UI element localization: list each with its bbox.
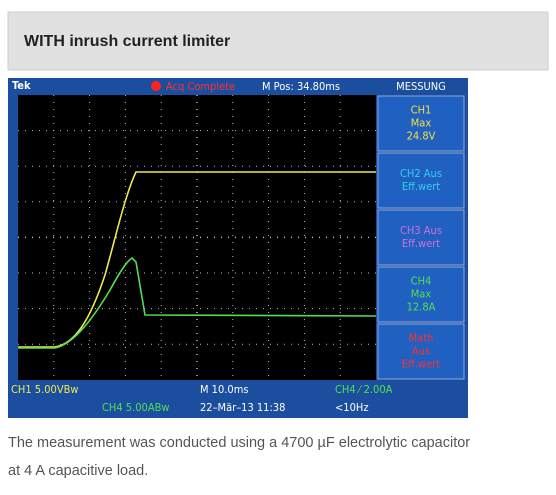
panel-box <box>377 95 465 152</box>
position: M Pos: 34.80ms <box>262 80 340 93</box>
caption-line: at 4 A capacitive load. <box>8 463 148 479</box>
footer-freq: <10Hz <box>335 401 369 414</box>
panel-text: Math <box>409 332 434 345</box>
brand: Tek <box>12 79 31 92</box>
footer-ch4: CH4 5.00ABw <box>102 401 169 414</box>
status-dot <box>151 81 161 91</box>
header-box <box>7 11 549 71</box>
panel-text: CH1 <box>411 104 432 117</box>
panel-text: 12.8A <box>407 301 436 314</box>
header-title: WITH inrush current limiter <box>24 33 230 50</box>
caption-line: The measurement was conducted using a 47… <box>8 435 470 451</box>
ch4-trace <box>18 256 377 349</box>
panel-text: Eff.wert <box>402 358 440 371</box>
panel-box <box>377 266 465 323</box>
panel-text: CH4 <box>411 275 432 288</box>
panel-title: MESSUNG <box>396 80 446 93</box>
panel-box <box>377 323 465 380</box>
panel-text: 24.8V <box>407 130 436 143</box>
panel-text: Eff.wert <box>402 237 440 250</box>
panel-text: Aus <box>412 345 430 358</box>
panel-text: Max <box>411 117 432 130</box>
panel-box <box>377 209 465 266</box>
panel-text: CH2 Aus <box>400 167 442 180</box>
footer-date: 22–Mär–13 11:38 <box>200 401 285 414</box>
panel-text: Max <box>411 288 432 301</box>
panel-text: Eff.wert <box>402 180 440 193</box>
footer-ch1: CH1 5.00VBw <box>11 383 78 396</box>
panel-box <box>377 152 465 209</box>
footer-trigger: CH4 ⁄ 2.00A <box>335 383 393 396</box>
footer-timebase: M 10.0ms <box>200 383 249 396</box>
status: Acq Complete <box>166 80 235 93</box>
panel-text: CH3 Aus <box>400 224 442 237</box>
